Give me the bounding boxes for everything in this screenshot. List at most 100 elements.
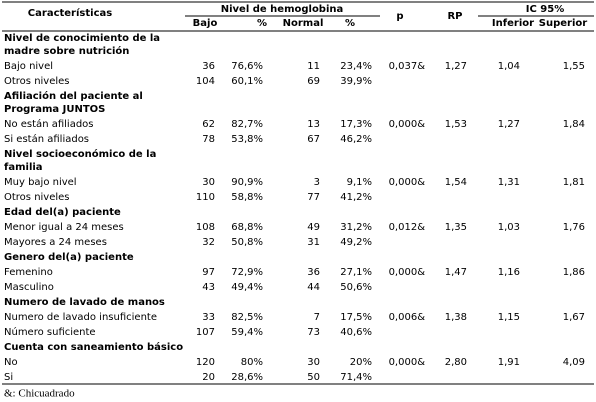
cell: 1,91 bbox=[498, 357, 520, 368]
footnote: &: Chicuadrado bbox=[4, 388, 75, 400]
cell: 58,8% bbox=[231, 192, 263, 203]
cell: 9,1% bbox=[347, 177, 372, 188]
group-title: Nivel de conocimiento de la bbox=[4, 33, 160, 44]
cell: 7 bbox=[314, 312, 320, 323]
cell: 20 bbox=[202, 372, 215, 383]
row-label: Menor igual a 24 meses bbox=[4, 222, 124, 233]
cell: 28,6% bbox=[231, 372, 263, 383]
group-title: Numero de lavado de manos bbox=[4, 297, 165, 308]
row-label: Masculino bbox=[4, 282, 54, 293]
row-label: Femenino bbox=[4, 267, 53, 278]
cell: 73 bbox=[307, 327, 320, 338]
header: Nivel de hemoglobina bbox=[221, 4, 344, 15]
cell: 1,84 bbox=[563, 119, 585, 130]
cell: 77 bbox=[307, 192, 320, 203]
group-title: Cuenta con saneamiento básico bbox=[4, 341, 183, 353]
cell: 90,9% bbox=[231, 177, 263, 188]
cell: 1,15 bbox=[498, 312, 520, 323]
group-title: Afiliación del paciente al bbox=[4, 90, 143, 102]
group-title: Programa JUNTOS bbox=[4, 104, 105, 115]
cell: 110 bbox=[196, 192, 215, 203]
cell: 32 bbox=[202, 237, 215, 248]
header: RP bbox=[447, 11, 462, 22]
cell: 1,47 bbox=[445, 267, 467, 278]
cell: 97 bbox=[202, 267, 215, 278]
cell: 68,8% bbox=[231, 222, 263, 233]
cell: 43 bbox=[202, 282, 215, 293]
cell: 0,000& bbox=[389, 357, 426, 368]
cell: 41,2% bbox=[340, 192, 372, 203]
group-title: familia bbox=[4, 162, 43, 173]
cell: 33 bbox=[202, 312, 215, 323]
cell: 27,1% bbox=[340, 267, 372, 278]
cell: 11 bbox=[307, 61, 320, 72]
cell: 30 bbox=[307, 357, 320, 368]
cell: 1,04 bbox=[498, 61, 520, 72]
cell: 31 bbox=[307, 237, 320, 248]
header: % bbox=[257, 18, 267, 29]
cell: 44 bbox=[307, 282, 320, 293]
header: Normal bbox=[283, 18, 324, 29]
cell: 0,012& bbox=[389, 222, 426, 233]
cell: 50,8% bbox=[231, 237, 263, 248]
cell: 40,6% bbox=[340, 327, 372, 338]
cell: 78 bbox=[202, 134, 215, 145]
cell: 39,9% bbox=[340, 76, 372, 87]
row-label: Otros niveles bbox=[4, 192, 70, 203]
row-label: No están afiliados bbox=[4, 118, 94, 130]
cell: 23,4% bbox=[340, 61, 372, 72]
header: Inferior bbox=[492, 18, 534, 29]
cell: 62 bbox=[202, 119, 215, 130]
cell: 50 bbox=[307, 372, 320, 383]
cell: 120 bbox=[196, 357, 215, 368]
cell: 36 bbox=[307, 267, 320, 278]
cell: 67 bbox=[307, 134, 320, 145]
header: Características bbox=[28, 7, 112, 19]
cell: 49 bbox=[307, 222, 320, 233]
cell: 1,86 bbox=[563, 267, 585, 278]
cell: 20% bbox=[350, 357, 372, 368]
cell: 69 bbox=[307, 76, 320, 87]
row-label: Número suficiente bbox=[4, 326, 96, 338]
group-title: Edad del(a) paciente bbox=[4, 207, 121, 218]
header: % bbox=[345, 18, 355, 29]
cell: 1,31 bbox=[498, 177, 520, 188]
cell: 50,6% bbox=[340, 282, 372, 293]
row-label: Bajo nivel bbox=[4, 61, 53, 72]
cell: 1,81 bbox=[563, 177, 585, 188]
cell: 53,8% bbox=[231, 134, 263, 145]
cell: 1,76 bbox=[563, 222, 585, 233]
cell: 30 bbox=[202, 177, 215, 188]
group-title: madre sobre nutrición bbox=[4, 45, 129, 57]
header: p bbox=[396, 11, 403, 22]
cell: 49,2% bbox=[340, 237, 372, 248]
cell: 108 bbox=[196, 222, 215, 233]
cell: 1,55 bbox=[563, 61, 585, 72]
cell: 107 bbox=[196, 327, 215, 338]
cell: 4,09 bbox=[563, 357, 585, 368]
cell: 104 bbox=[196, 76, 215, 87]
cell: 1,03 bbox=[498, 222, 520, 233]
cell: 0,000& bbox=[389, 119, 426, 130]
cell: 0,006& bbox=[389, 312, 426, 323]
cell: 76,6% bbox=[231, 61, 263, 72]
cell: 17,3% bbox=[340, 119, 372, 130]
cell: 1,27 bbox=[445, 61, 467, 72]
cell: 13 bbox=[307, 119, 320, 130]
cell: 31,2% bbox=[340, 222, 372, 233]
cell: 71,4% bbox=[340, 372, 372, 383]
cell: 82,7% bbox=[231, 119, 263, 130]
row-label: Mayores a 24 meses bbox=[4, 237, 107, 248]
cell: 49,4% bbox=[231, 282, 263, 293]
cell: 46,2% bbox=[340, 134, 372, 145]
row-label: Numero de lavado insuficiente bbox=[4, 312, 157, 323]
cell: 1,16 bbox=[498, 267, 520, 278]
cell: 60,1% bbox=[231, 76, 263, 87]
cell: 0,037& bbox=[389, 61, 426, 72]
cell: 3 bbox=[314, 177, 320, 188]
cell: 80% bbox=[241, 357, 263, 368]
row-label: Otros niveles bbox=[4, 76, 70, 87]
row-label: Muy bajo nivel bbox=[4, 177, 77, 188]
cell: 1,38 bbox=[445, 312, 467, 323]
